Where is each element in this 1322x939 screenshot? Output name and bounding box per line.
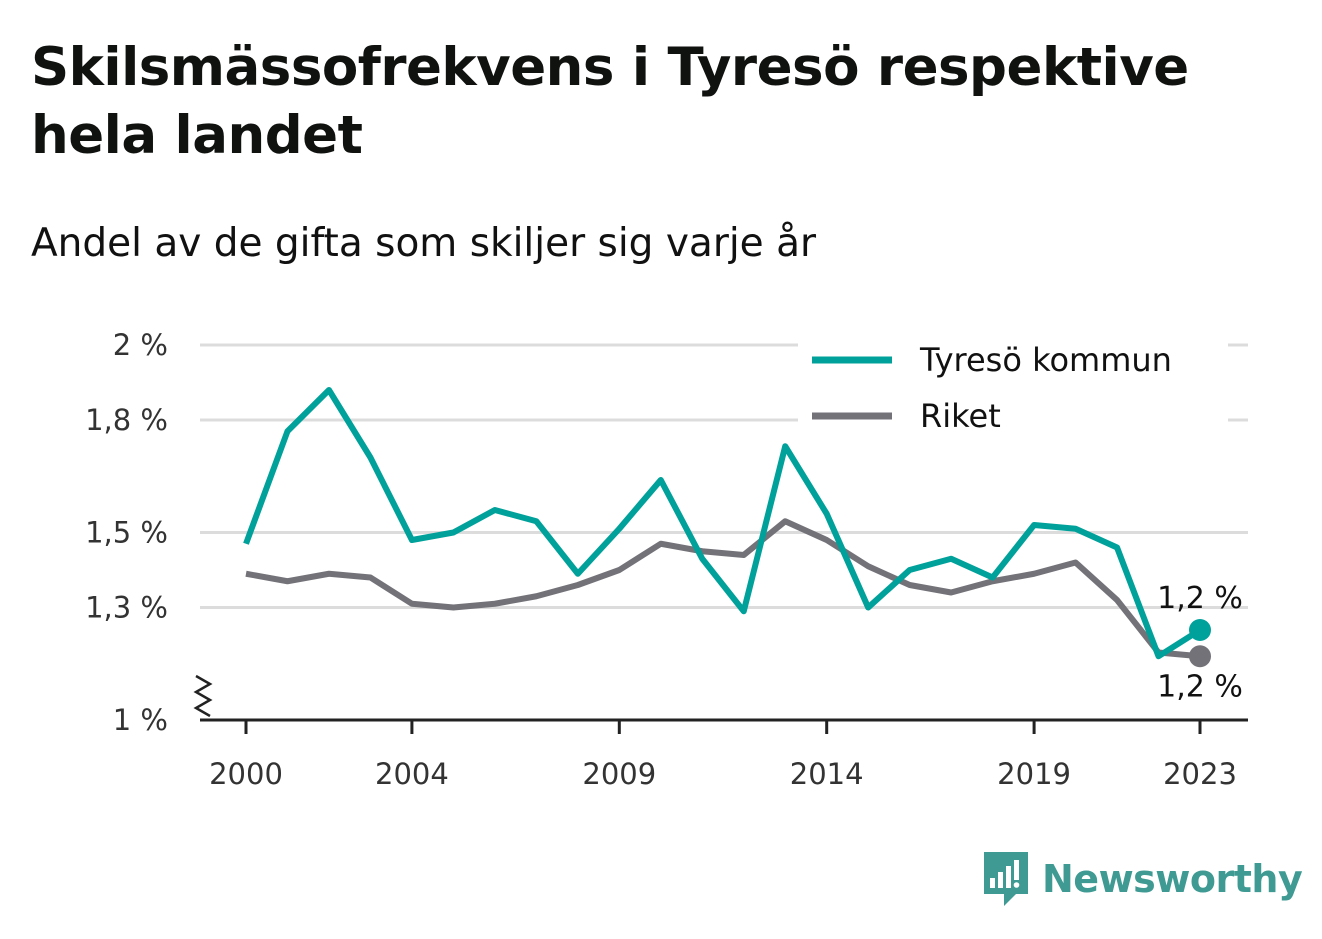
y-tick-label: 2 %	[113, 328, 168, 362]
x-axis-ticks: 2000 2004 2009 2014 2019 2023	[209, 720, 1237, 791]
end-point-tyreso	[1189, 619, 1211, 641]
legend-label: Riket	[920, 397, 1001, 435]
newsworthy-icon	[984, 852, 1028, 906]
x-tick-label: 2014	[790, 757, 864, 791]
y-axis-ticks: 1 % 1,3 % 1,5 % 1,8 % 2 %	[85, 328, 168, 737]
chart-subtitle: Andel av de gifta som skiljer sig varje …	[31, 221, 817, 266]
chart-title: Skilsmässofrekvens i Tyresö respektive h…	[31, 37, 1189, 166]
axis-break-marker	[193, 674, 213, 718]
y-tick-label: 1 %	[113, 703, 168, 737]
brand-name: Newsworthy	[1042, 857, 1303, 901]
x-tick-label: 2019	[997, 757, 1071, 791]
series-line-riket	[245, 518, 1201, 660]
legend-background	[798, 330, 1228, 442]
x-tick-label: 2004	[375, 757, 449, 791]
series-line-tyreso	[243, 387, 1202, 660]
x-tick-label: 2023	[1163, 757, 1237, 791]
legend-label: Tyresö kommun	[919, 341, 1172, 379]
newsworthy-logo: Newsworthy	[980, 848, 1303, 910]
x-tick-label: 2009	[582, 757, 656, 791]
x-axis	[193, 674, 1248, 722]
end-labels: 1,2 % 1,2 %	[1157, 581, 1243, 704]
end-label-tyreso: 1,2 %	[1157, 581, 1243, 616]
series-lines	[243, 387, 1211, 668]
y-tick-label: 1,3 %	[85, 591, 168, 625]
legend: Tyresö kommun Riket	[812, 341, 1172, 435]
x-tick-label: 2000	[209, 757, 283, 791]
y-tick-label: 1,5 %	[85, 516, 168, 550]
end-point-riket	[1189, 645, 1211, 668]
y-tick-label: 1,8 %	[85, 403, 168, 437]
end-label-riket: 1,2 %	[1157, 669, 1243, 704]
